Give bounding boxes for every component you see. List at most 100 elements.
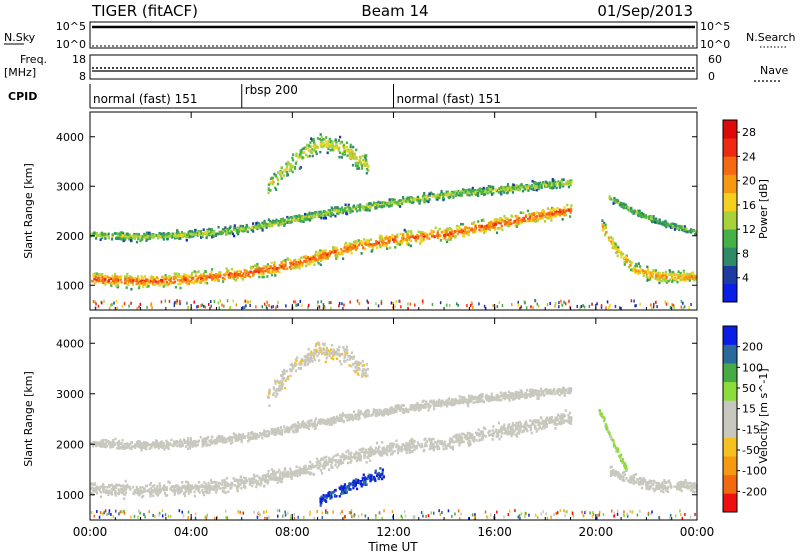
scatter-cell bbox=[95, 302, 97, 305]
scatter-cell bbox=[271, 306, 273, 309]
echo-cell bbox=[566, 204, 568, 207]
echo-cell bbox=[417, 196, 419, 199]
echo-cell bbox=[208, 482, 210, 485]
echo-cell bbox=[139, 486, 141, 489]
echo-cell bbox=[116, 284, 118, 287]
echo-cell bbox=[522, 425, 524, 428]
echo-cell bbox=[105, 489, 107, 492]
echo-cell bbox=[167, 238, 169, 241]
echo-cell bbox=[263, 485, 265, 488]
echo-cell bbox=[288, 217, 290, 220]
echo-cell bbox=[428, 198, 430, 201]
echo-cell bbox=[370, 238, 372, 241]
colorbar-swatch bbox=[723, 284, 737, 303]
echo-cell bbox=[93, 483, 95, 486]
echo-cell bbox=[411, 446, 413, 449]
echo-cell bbox=[163, 232, 165, 235]
echo-cell bbox=[368, 448, 370, 451]
echo-cell bbox=[210, 479, 212, 482]
echo-cell bbox=[137, 488, 139, 491]
echo-cell bbox=[283, 267, 285, 270]
echo-cell bbox=[195, 280, 197, 283]
echo-cell bbox=[540, 215, 542, 218]
echo-cell bbox=[375, 241, 377, 244]
echo-cell bbox=[221, 483, 223, 486]
scatter-cell bbox=[589, 305, 591, 308]
echo-cell bbox=[339, 151, 341, 154]
echo-cell bbox=[263, 265, 265, 268]
echo-cell bbox=[359, 160, 361, 163]
echo-cell bbox=[93, 231, 95, 234]
scatter-cell bbox=[526, 306, 528, 309]
echo-cell bbox=[149, 484, 151, 487]
echo-cell bbox=[358, 244, 360, 247]
scatter-cell bbox=[273, 305, 275, 308]
echo-cell bbox=[130, 279, 132, 282]
echo-cell bbox=[277, 270, 279, 273]
echo-cell bbox=[317, 259, 319, 262]
echo-cell bbox=[531, 213, 533, 216]
echo-cell bbox=[346, 246, 348, 249]
echo-cell bbox=[498, 438, 500, 441]
echo-cell bbox=[264, 480, 266, 483]
echo-cell bbox=[639, 212, 641, 215]
echo-cell bbox=[407, 230, 409, 233]
scatter-cell bbox=[655, 301, 657, 304]
scatter-cell bbox=[609, 304, 611, 307]
echo-cell bbox=[248, 478, 250, 481]
echo-cell bbox=[542, 209, 544, 212]
freq-tick-top: 18 bbox=[72, 53, 86, 66]
echo-cell bbox=[524, 423, 526, 426]
echo-cell bbox=[278, 267, 280, 270]
echo-cell bbox=[235, 480, 237, 483]
echo-cell bbox=[163, 489, 165, 492]
echo-cell bbox=[395, 440, 397, 443]
scatter-cell bbox=[330, 301, 332, 304]
echo-cell bbox=[471, 228, 473, 231]
echo-cell bbox=[341, 250, 343, 253]
echo-cell bbox=[339, 252, 341, 255]
echo-cell bbox=[374, 449, 376, 452]
echo-cell bbox=[668, 280, 670, 283]
scatter-cell bbox=[165, 300, 167, 303]
echo-cell bbox=[401, 202, 403, 205]
freq-label: Freq. bbox=[20, 53, 47, 66]
echo-cell bbox=[138, 233, 140, 236]
echo-cell bbox=[283, 223, 285, 226]
echo-cell bbox=[236, 489, 238, 492]
echo-cell bbox=[530, 423, 532, 426]
echo-cell bbox=[310, 149, 312, 152]
echo-cell bbox=[308, 144, 310, 147]
echo-cell bbox=[394, 236, 396, 239]
echo-cell bbox=[98, 280, 100, 283]
echo-cell bbox=[248, 271, 250, 274]
echo-cell bbox=[381, 441, 383, 444]
echo-cell bbox=[433, 438, 435, 441]
echo-cell bbox=[359, 206, 361, 209]
echo-cell bbox=[406, 233, 408, 236]
echo-cell bbox=[355, 158, 357, 161]
echo-cell bbox=[130, 239, 132, 242]
echo-cell bbox=[497, 219, 499, 222]
echo-cell bbox=[248, 227, 250, 230]
echo-cell bbox=[284, 264, 286, 267]
echo-cell bbox=[555, 183, 557, 186]
scatter-cell bbox=[268, 304, 270, 307]
echo-cell bbox=[541, 184, 543, 187]
echo-cell bbox=[605, 231, 607, 234]
echo-cell bbox=[195, 233, 197, 236]
echo-cell bbox=[464, 229, 466, 232]
power-ylabel: Slant Range [km] bbox=[22, 163, 35, 259]
echo-cell bbox=[450, 232, 452, 235]
echo-cell bbox=[277, 183, 279, 186]
echo-cell bbox=[218, 482, 220, 485]
echo-cell bbox=[230, 486, 232, 489]
echo-cell bbox=[367, 456, 369, 459]
nsearch-label: N.Search bbox=[746, 31, 796, 44]
echo-cell bbox=[455, 235, 457, 238]
echo-cell bbox=[306, 218, 308, 221]
echo-cell bbox=[421, 446, 423, 449]
scatter-cell bbox=[667, 302, 669, 305]
echo-cell bbox=[436, 197, 438, 200]
echo-cell bbox=[187, 481, 189, 484]
